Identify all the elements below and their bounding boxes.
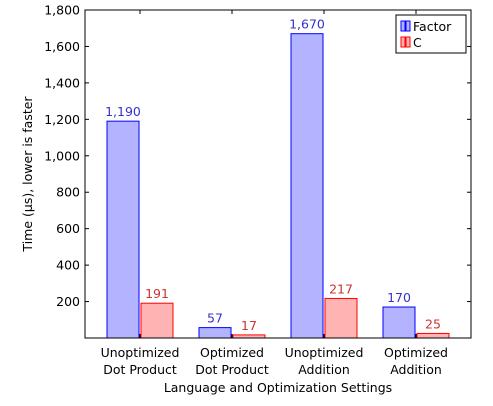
x-tick-label: Addition — [390, 362, 442, 377]
data-label-c: 217 — [329, 281, 353, 296]
data-label-c: 17 — [241, 318, 257, 333]
legend-swatch-c — [400, 36, 406, 48]
axes-layer: 200 400 600 800 1,000 1,200 1,400 1,600 1,800 — [44, 3, 471, 338]
x-tick-label: Unoptimized — [101, 345, 180, 360]
legend-label-factor: Factor — [413, 19, 452, 34]
y-tick-label: 800 — [56, 185, 80, 200]
bar-c — [140, 302, 174, 339]
x-tick-label: Optimized — [200, 345, 264, 360]
x-tick-label: Addition — [298, 362, 350, 377]
y-tick-label: 1,400 — [44, 75, 80, 90]
data-label-factor: 170 — [387, 290, 411, 305]
y-tick-label: 1,600 — [44, 39, 80, 54]
bar-factor — [198, 327, 232, 339]
legend-label-c: C — [413, 35, 422, 50]
x-axis-label: Language and Optimization Settings — [164, 380, 392, 395]
y-axis-label: Time (µs), lower is faster — [20, 96, 35, 253]
data-label-c: 191 — [145, 286, 169, 301]
bar-c — [324, 297, 358, 339]
x-tick-label: Optimized — [384, 345, 448, 360]
data-label-factor: 1,670 — [289, 17, 325, 32]
y-tick-label: 200 — [56, 294, 80, 309]
y-tick-label: 1,200 — [44, 112, 80, 127]
y-tick-label: 600 — [56, 221, 80, 236]
bar-factor — [382, 306, 416, 339]
legend-swatch-factor — [405, 20, 411, 32]
bar-c — [416, 332, 450, 339]
y-tick-label: 1,800 — [44, 3, 80, 18]
data-label-c: 25 — [425, 316, 441, 331]
data-label-factor: 1,190 — [105, 104, 141, 119]
plot-frame — [84, 9, 472, 339]
x-tick-label: Unoptimized — [285, 345, 364, 360]
data-label-factor: 57 — [207, 311, 223, 326]
bars-layer — [106, 33, 450, 339]
legend-swatch-factor — [400, 20, 406, 32]
labels-layer: Unoptimized Dot Product 1,190 191 Optimized D… — [101, 17, 448, 377]
y-tick-label: 400 — [56, 258, 80, 273]
x-tick-label: Dot Product — [195, 362, 269, 377]
legend-swatch-c — [405, 36, 411, 48]
y-tick-label: 1,000 — [44, 148, 80, 163]
bar-factor — [106, 120, 140, 339]
x-tick-label: Dot Product — [103, 362, 177, 377]
bar-factor — [290, 33, 324, 339]
